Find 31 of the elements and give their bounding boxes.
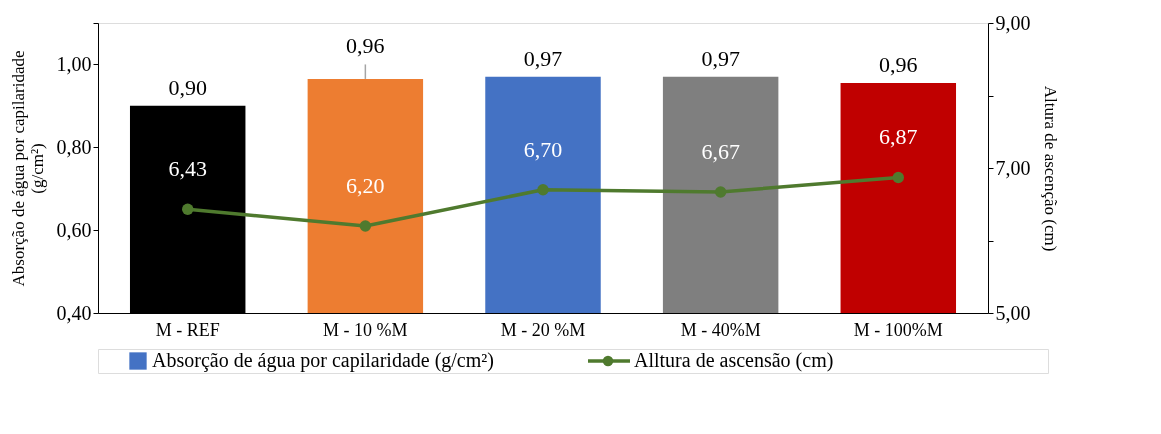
data-label: 0,97: [701, 45, 740, 71]
point: [182, 203, 194, 216]
data-label: 0,97: [523, 45, 563, 71]
y2-tick-label: 5,00: [995, 301, 1031, 324]
y-tick-label: 0,40: [56, 301, 92, 324]
data-label: 6,67: [701, 138, 740, 164]
y2-tick-label: 7,00: [995, 156, 1031, 179]
y-axis-title: Absorção de água por capilaridade (g/cm²): [8, 50, 47, 287]
data-label: 0,90: [168, 74, 207, 100]
legend-label: Alltura de ascensão (cm): [634, 349, 834, 372]
point: [537, 184, 549, 196]
point: [892, 171, 904, 184]
data-label: 0,96: [879, 52, 918, 78]
y-tick-label: 0,60: [56, 218, 92, 241]
x-tick-label: M - REF: [155, 319, 220, 340]
point: [359, 220, 372, 232]
x-tick-label: M - 20 %M: [500, 319, 586, 340]
x-tick-label: M - 10 %M: [323, 319, 408, 340]
y2-tick-label: 9,00: [995, 11, 1031, 34]
data-label: 0,96: [346, 33, 385, 59]
y-tick-label: 0,80: [56, 135, 92, 158]
data-label: 6,20: [346, 173, 385, 198]
y2-axis-title: Altura de ascenção (cm): [1040, 85, 1060, 252]
y-tick-label: 1,00: [56, 52, 92, 75]
x-tick-label: M - 40%M: [680, 319, 761, 340]
data-label: 6,87: [879, 124, 918, 150]
x-tick-label: M - 100%M: [853, 319, 943, 340]
legend-label: Absorção de água por capilaridade (g/cm²): [152, 349, 494, 372]
point: [714, 186, 727, 198]
data-label: 6,70: [523, 136, 563, 162]
data-label: 6,43: [168, 156, 207, 182]
